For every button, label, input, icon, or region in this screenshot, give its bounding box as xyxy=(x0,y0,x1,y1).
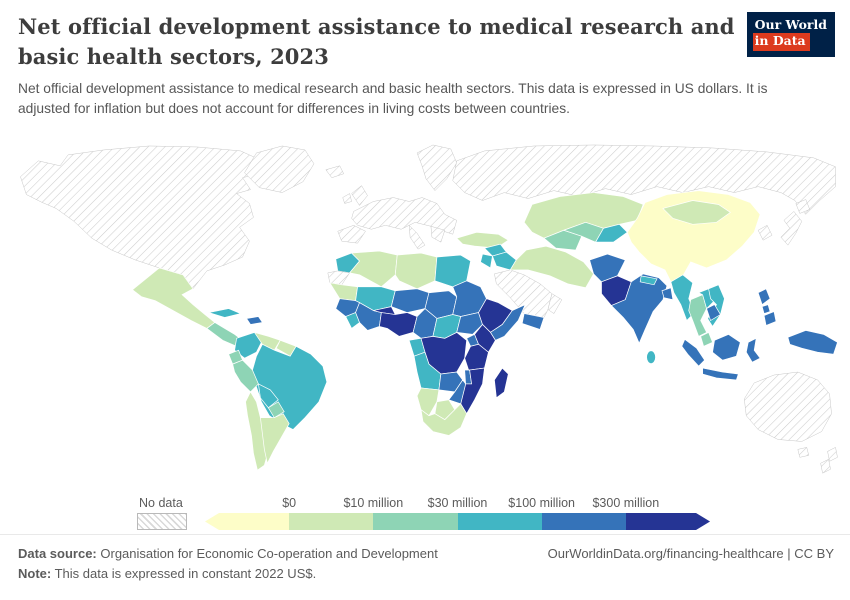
country-iberia[interactable] xyxy=(337,225,366,244)
country-balkans[interactable] xyxy=(430,225,446,243)
country-iran[interactable] xyxy=(509,245,594,289)
country-turkmenistan[interactable] xyxy=(543,229,583,251)
country-indonesia-sulawesi[interactable] xyxy=(745,337,761,363)
country-new-guinea[interactable] xyxy=(787,330,838,355)
country-ireland[interactable] xyxy=(342,193,352,204)
country-venezuela[interactable] xyxy=(253,331,281,351)
country-nigeria[interactable] xyxy=(379,312,418,337)
country-greenland[interactable] xyxy=(244,145,315,193)
country-new-zealand-north[interactable] xyxy=(827,447,838,462)
country-philippines-visayas[interactable] xyxy=(761,304,771,314)
country-indonesia-java[interactable] xyxy=(702,367,739,381)
country-bolivia[interactable] xyxy=(257,383,279,409)
country-uk[interactable] xyxy=(351,185,368,206)
country-north-america[interactable] xyxy=(20,145,263,290)
legend-color-segment[interactable] xyxy=(373,513,458,530)
legend-colorbar xyxy=(205,513,710,530)
legend-color-segment[interactable] xyxy=(541,513,626,530)
note-label: Note: xyxy=(18,566,52,582)
country-argentina[interactable] xyxy=(260,413,290,465)
country-bangladesh[interactable] xyxy=(661,287,674,301)
country-new-zealand-south[interactable] xyxy=(820,458,831,474)
country-south-africa[interactable] xyxy=(420,403,468,436)
country-japan[interactable] xyxy=(780,211,803,246)
country-italy[interactable] xyxy=(408,224,426,250)
country-korea[interactable] xyxy=(757,224,773,241)
legend-no-data-swatch[interactable] xyxy=(137,513,187,530)
country-malaysia[interactable] xyxy=(700,331,713,347)
country-mexico[interactable] xyxy=(131,267,216,329)
country-hispaniola[interactable] xyxy=(245,316,263,325)
country-madagascar[interactable] xyxy=(494,367,509,399)
country-nepal[interactable] xyxy=(639,275,658,286)
world-map-svg xyxy=(20,144,838,474)
footer-link[interactable]: OurWorldinData.org/financing-healthcare … xyxy=(547,546,834,561)
country-iceland[interactable] xyxy=(325,165,345,178)
country-japan-hokkaido[interactable] xyxy=(795,199,811,214)
country-turkey[interactable] xyxy=(456,231,509,249)
chart-footer: Data source: Organisation for Economic C… xyxy=(0,534,850,600)
country-thailand[interactable] xyxy=(688,294,708,337)
country-scandinavia[interactable] xyxy=(416,144,458,191)
country-jordan-israel[interactable] xyxy=(480,253,493,269)
chart-header: Net official development assistance to m… xyxy=(0,0,850,119)
legend-tick-label: $0 xyxy=(282,496,297,510)
country-kyrgyzstan-tajikistan[interactable] xyxy=(594,223,628,243)
chart-subtitle: Net official development assistance to m… xyxy=(18,80,768,116)
legend-colorbar-block: $0 $10 million $30 million $100 million $300… xyxy=(205,495,710,530)
country-cuba[interactable] xyxy=(208,308,242,318)
country-russia[interactable] xyxy=(452,144,836,215)
page-title: Net official development assistance to m… xyxy=(18,14,735,69)
country-mauritania[interactable] xyxy=(329,282,358,302)
legend-tick-labels: $0 $10 million $30 million $100 million $300… xyxy=(205,495,710,513)
country-indonesia-sumatra[interactable] xyxy=(681,338,706,367)
country-oman[interactable] xyxy=(547,293,563,314)
data-source-text: Organisation for Economic Co-operation a… xyxy=(100,546,438,561)
data-source-line: Data source: Organisation for Economic C… xyxy=(18,544,438,564)
country-indonesia-borneo[interactable] xyxy=(712,333,741,361)
legend-color-segment[interactable] xyxy=(626,513,710,530)
country-yemen[interactable] xyxy=(521,313,545,330)
world-choropleth-map xyxy=(5,143,845,495)
country-sri-lanka[interactable] xyxy=(646,350,656,364)
country-western-sahara[interactable] xyxy=(327,270,351,286)
country-tasmania[interactable] xyxy=(797,447,810,458)
legend-color-segment[interactable] xyxy=(289,513,374,530)
legend-tick-label: $30 million xyxy=(427,496,488,510)
legend-tick-label: $10 million xyxy=(343,496,404,510)
country-philippines-mindanao[interactable] xyxy=(763,311,777,326)
legend-color-segment[interactable] xyxy=(457,513,542,530)
country-cambodia[interactable] xyxy=(706,304,721,322)
country-europe-mainland[interactable] xyxy=(351,197,458,235)
map-legend: No data $0 $10 million $30 million $100 mil… xyxy=(137,495,710,530)
legend-tick-label: $100 million xyxy=(508,496,576,510)
country-niger[interactable] xyxy=(390,288,430,313)
country-india[interactable] xyxy=(610,273,668,345)
country-somalia[interactable] xyxy=(489,303,526,341)
country-mongolia[interactable] xyxy=(662,200,732,225)
owid-logo-line2: in Data xyxy=(752,33,810,51)
legend-no-data-label: No data xyxy=(139,496,183,510)
country-peru[interactable] xyxy=(232,359,259,393)
country-algeria[interactable] xyxy=(349,250,398,288)
country-philippines-luzon[interactable] xyxy=(757,288,771,306)
legend-tick-label: $300 million xyxy=(592,496,660,510)
country-chile[interactable] xyxy=(245,391,269,471)
legend-no-data-block: No data xyxy=(137,496,187,530)
country-paraguay[interactable] xyxy=(267,401,285,419)
country-zimbabwe[interactable] xyxy=(448,379,467,405)
country-australia[interactable] xyxy=(744,371,832,442)
data-source-label: Data source: xyxy=(18,546,97,561)
owid-logo[interactable]: Our World in Data xyxy=(746,12,835,57)
country-libya[interactable] xyxy=(394,252,438,290)
legend-color-segment[interactable] xyxy=(205,513,290,530)
note-text: This data is expressed in constant 2022 … xyxy=(54,566,317,582)
owid-logo-line1: Our World xyxy=(754,17,827,32)
